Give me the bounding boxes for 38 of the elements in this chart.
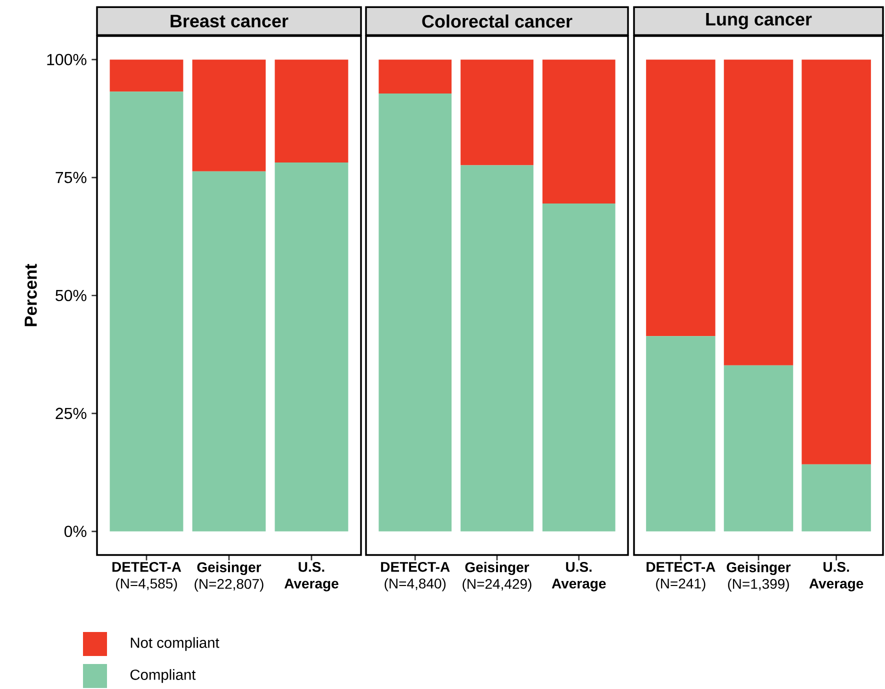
bar	[110, 60, 184, 92]
bar	[802, 60, 871, 464]
x-tick-label: DETECT-A (N=4,840)	[381, 562, 450, 592]
chart-title: Breast cancer	[170, 14, 288, 28]
y-tick-label: 50%	[56, 290, 86, 302]
bar	[724, 365, 794, 532]
y-tick-label: 100%	[47, 54, 86, 66]
x-tick-label: Geisinger (N=22,807)	[194, 562, 264, 592]
x-tick-label: U.S. Average	[552, 562, 606, 592]
bar	[192, 60, 266, 172]
x-tick-label: U.S. Average	[809, 562, 864, 592]
chart-title: Lung cancer	[706, 13, 812, 30]
x-tick-label: DETECT-A (N=4,585)	[112, 562, 182, 592]
legend-label: Not compliant	[130, 637, 220, 651]
x-tick-label: U.S. Average	[284, 562, 338, 592]
y-axis-title: Percent	[24, 264, 37, 326]
y-tick-label: 25%	[56, 408, 86, 420]
bar	[646, 336, 716, 532]
legend-label: Compliant	[130, 669, 196, 683]
bar	[110, 92, 184, 532]
bar	[646, 60, 716, 336]
bar	[542, 60, 616, 204]
x-tick-label: Geisinger (N=24,429)	[462, 562, 532, 592]
bar	[378, 94, 452, 532]
bar	[724, 60, 794, 366]
bar	[460, 60, 534, 166]
bar	[274, 60, 348, 162]
bar	[192, 171, 266, 532]
bar	[274, 162, 348, 532]
bar	[542, 203, 616, 532]
x-tick-label: Geisinger (N=1,399)	[726, 562, 791, 592]
bar	[378, 60, 452, 94]
chart-title: Colorectal cancer	[422, 14, 572, 28]
bar	[460, 165, 534, 532]
y-tick-label: 75%	[56, 172, 86, 184]
x-tick-label: DETECT-A (N=241)	[646, 562, 716, 592]
bar	[802, 464, 871, 532]
y-tick-label: 0%	[64, 526, 86, 538]
